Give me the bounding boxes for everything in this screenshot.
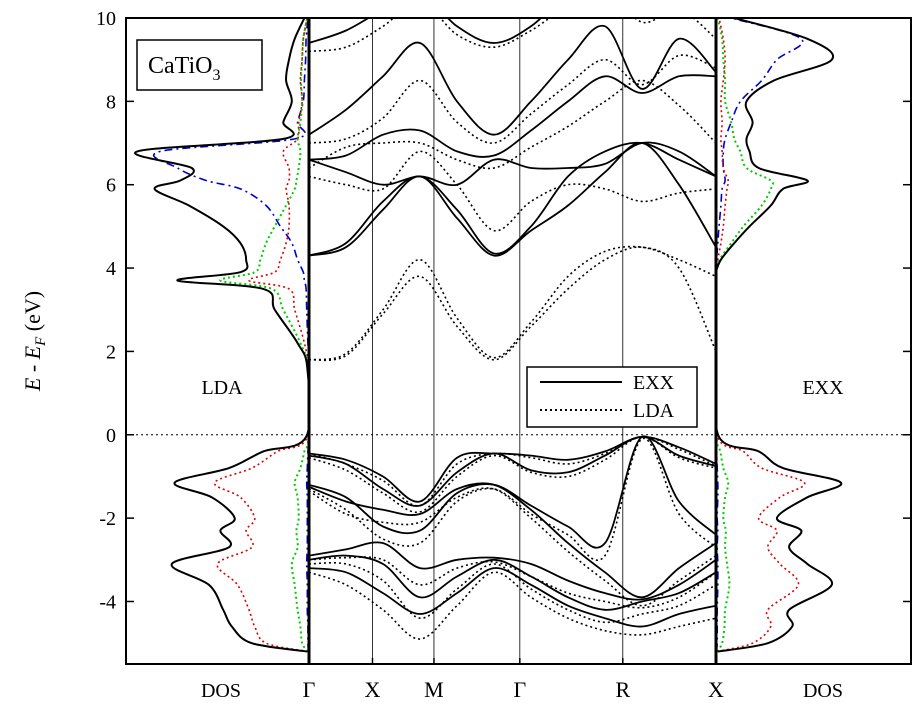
y-axis-label-subscript: F [33,336,49,347]
y-tick-label-0: 0 [106,425,116,447]
material-formula: CaTiO3 [148,53,220,84]
lda-band-5 [309,556,716,609]
left-panel-method-label: LDA [201,377,243,399]
left-dos-ca-d-curve [152,18,309,652]
y-tick-label-6: 6 [106,175,116,197]
band-lines [309,18,716,640]
kpath-label-0: Γ [303,677,316,702]
y-tick-label-10: 10 [96,8,116,30]
exx-band-4 [309,482,716,599]
plot-frame [125,17,912,665]
right-dos-total-curve [716,18,843,653]
kpath-label-5: X [708,677,724,702]
lda-band-10 [309,150,716,232]
lda-band-12 [309,54,716,144]
lda-band-3 [309,437,716,562]
left-dos-axis-label: DOS [201,680,241,702]
right-dos-panel [716,18,843,653]
y-tick-label-8: 8 [106,91,116,113]
right-dos-axis-label: DOS [803,680,843,702]
lda-band-8 [309,246,716,362]
kpath-label-3: Γ [513,677,526,702]
y-tick-label--4: -4 [99,591,116,613]
exx-band-12 [309,24,716,136]
material-formula-base: CaTiO [148,53,212,79]
material-formula-subscript: 3 [212,67,220,84]
kpath-label-1: X [365,677,381,702]
left-dos-o-p-curve [213,18,309,653]
exx-band-5 [309,541,716,601]
left-dos-total-curve [134,18,309,653]
y-tick-label-2: 2 [106,341,116,363]
legend-box [526,366,698,428]
exx-band-6 [309,554,716,611]
lda-band-6 [309,561,716,624]
exx-band-11 [309,74,716,161]
material-box-border [136,39,263,91]
outer-frame [125,17,912,665]
y-axis-label-suffix: (eV) [20,291,45,337]
lda-band-1 [309,436,716,507]
lda-band-11 [309,79,716,170]
y-axis-label: E - EF (eV) [20,291,49,392]
material-label-box: CaTiO3 [136,39,263,91]
high-symmetry-lines [372,18,624,664]
left-dos-panel [134,18,309,653]
right-dos-ti-d-curve [716,18,775,653]
legend-exx-label: EXX [633,372,675,394]
kpath-label-4: R [615,677,630,702]
y-axis-label-prefix: E - E [20,345,45,392]
exx-band-7 [309,567,716,628]
left-dos-ti-d-curve [219,18,309,653]
exx-band-3 [309,435,716,549]
lda-band-2 [309,436,716,513]
exx-band-10 [309,141,716,187]
lda-band-9 [309,245,716,361]
exx-band-9 [309,141,716,257]
lda-band-4 [309,487,716,607]
lda-band-7 [309,571,716,640]
legend: EXX LDA [526,366,698,428]
exx-band-8 [309,142,716,257]
lda-band-13 [309,18,716,53]
right-panel-method-label: EXX [802,377,844,399]
kpath-label-2: M [424,677,444,702]
y-tick-label--2: -2 [99,508,116,530]
y-tick-label-4: 4 [106,258,116,280]
exx-band-13 [309,18,716,44]
y-axis-ticks: 10 8 6 4 2 0 -2 -4 [96,8,911,613]
legend-lda-label: LDA [633,400,675,422]
